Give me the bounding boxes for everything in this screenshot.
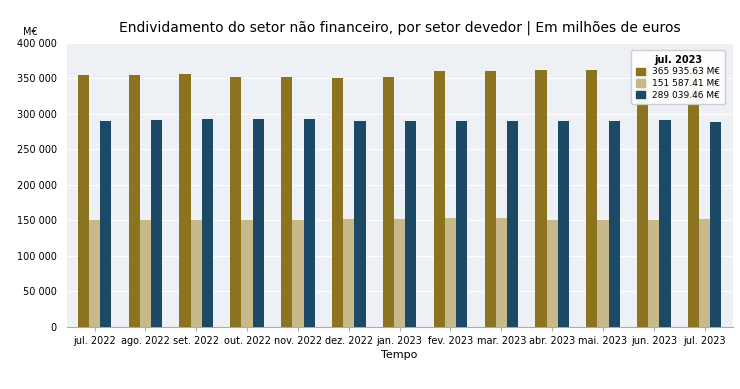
Bar — [78, 75, 89, 327]
Bar — [406, 121, 417, 327]
Bar — [394, 219, 406, 327]
Bar — [202, 119, 213, 327]
Bar — [383, 77, 394, 327]
Bar — [241, 220, 252, 327]
Bar — [230, 77, 241, 327]
Bar — [180, 74, 191, 327]
Bar — [456, 121, 467, 327]
Bar — [496, 218, 507, 327]
Bar — [140, 220, 151, 327]
Bar — [547, 220, 558, 327]
Bar — [89, 220, 100, 327]
Bar — [151, 120, 162, 327]
Title: Endividamento do setor não financeiro, por setor devedor | Em milhões de euros: Endividamento do setor não financeiro, p… — [119, 21, 680, 35]
Y-axis label: M€: M€ — [23, 27, 37, 37]
Bar — [648, 220, 659, 327]
Bar — [303, 119, 314, 327]
Bar — [688, 67, 699, 327]
Bar — [281, 77, 292, 327]
Bar — [659, 120, 670, 327]
Bar — [292, 219, 303, 327]
Bar — [485, 71, 496, 327]
Bar — [332, 78, 343, 327]
Bar — [710, 122, 722, 327]
Bar — [434, 71, 445, 327]
Bar — [129, 75, 140, 327]
Bar — [637, 70, 648, 327]
Bar — [586, 70, 597, 327]
Bar — [558, 121, 569, 327]
Bar — [699, 219, 710, 327]
Bar — [507, 121, 518, 327]
Bar — [535, 70, 547, 327]
Bar — [343, 219, 354, 327]
Bar — [354, 121, 366, 327]
Bar — [252, 119, 264, 327]
Bar — [597, 220, 608, 327]
Bar — [191, 220, 202, 327]
Bar — [445, 218, 456, 327]
Bar — [100, 121, 111, 327]
X-axis label: Tempo: Tempo — [381, 350, 418, 360]
Bar — [608, 121, 619, 327]
